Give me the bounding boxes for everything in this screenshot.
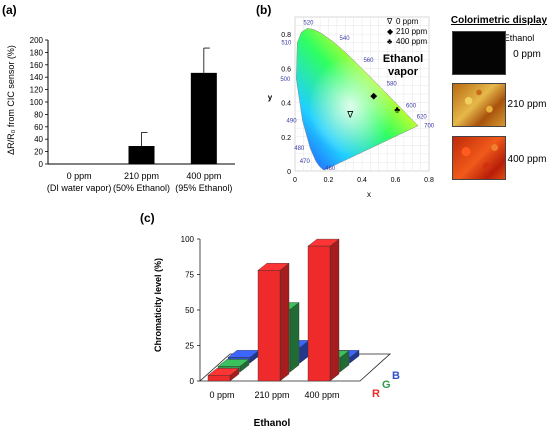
chart-c-ylabel: Chromaticity level (%) xyxy=(153,258,163,352)
chart-c-xlabel: Ethanol xyxy=(254,418,291,429)
chart-a-ytick-label: 180 xyxy=(30,48,44,57)
cie-data-point: ♣ xyxy=(394,104,400,114)
cie-legend-symbol: ♣ xyxy=(387,37,393,46)
cie-ytick-label: 0.2 xyxy=(281,135,291,142)
colorimetric-title: Colorimetric display xyxy=(451,15,548,26)
bar-chart-3d-c: 0 25 50 75 100 0 ppm 210 ppm 400 ppm RGB Chromat… xyxy=(153,235,400,429)
chart-a-category-label: 210 ppm xyxy=(124,171,159,181)
chart-c-bars xyxy=(207,238,360,382)
cie-xtick-label: 0.6 xyxy=(391,177,401,184)
chart-c-category-label: 0 ppm xyxy=(209,390,234,400)
chart-a-ytick-label: 200 xyxy=(30,36,44,45)
panel-label-c: (c) xyxy=(140,211,155,225)
cie-annotation-line1: Ethanol xyxy=(383,53,423,65)
colorimetric-swatch-400ppm xyxy=(452,136,506,180)
cie-wavelength-label: 600 xyxy=(406,103,417,109)
chart-c-ztick-label: 100 xyxy=(181,235,195,244)
cie-wavelength-label: 480 xyxy=(294,146,305,152)
cie-wavelength-label: 470 xyxy=(300,159,311,165)
cie-wavelength-label: 510 xyxy=(281,41,292,47)
cie-xtick-label: 0.4 xyxy=(357,177,367,184)
colorimetric-label-1: 210 ppm xyxy=(508,99,547,110)
chart-c-ztick-label: 50 xyxy=(185,306,194,315)
chart-c-category-label: 400 ppm xyxy=(304,390,339,400)
chart-c-series-label: G xyxy=(382,379,391,391)
chart-c-ztick-label: 25 xyxy=(185,342,194,351)
chart-a-ytick-label: 80 xyxy=(34,110,43,119)
colorimetric-label-0: 0 ppm xyxy=(513,49,541,60)
chart-a-ylabel: ΔR/R₀ from CIC sensor (%) xyxy=(6,45,16,155)
chart-c-axes: 0 25 50 75 100 0 ppm 210 ppm 400 ppm RGB xyxy=(181,235,400,400)
cie-data-point: ∇ xyxy=(346,110,354,120)
chart-a-ytick-label: 60 xyxy=(34,123,43,132)
cie-white-center xyxy=(296,28,419,171)
chart-a-category-sublabel: (DI water vapor) xyxy=(47,183,112,193)
chart-c-ztick-label: 0 xyxy=(190,377,195,386)
chart-a-axes: 0 20 40 60 80 100 120 140 160 180 200 xyxy=(30,36,235,169)
cie-legend-label: 0 ppm xyxy=(396,17,419,26)
cie-annotation-line2: vapor xyxy=(388,66,419,78)
cie-points: ∇ ◆ ♣ xyxy=(346,91,400,120)
cie-wavelength-label: 500 xyxy=(280,77,291,83)
cie-wavelength-label: 580 xyxy=(387,82,398,88)
cie-xlabel: x xyxy=(367,190,371,199)
chart-a-category-sublabel: (50% Ethanol) xyxy=(113,183,170,193)
chart-a-ytick-label: 40 xyxy=(34,135,43,144)
chart-c-bar xyxy=(307,238,340,382)
panel-label-a: (a) xyxy=(2,3,17,17)
cie-data-point: ◆ xyxy=(370,91,377,101)
cie-xtick-label: 0 xyxy=(293,177,297,184)
cie-chart-b: 460470480490500510520540560580600620700 … xyxy=(268,16,435,199)
cie-legend-label: 210 ppm xyxy=(396,27,427,36)
chart-c-ztick-label: 75 xyxy=(185,271,194,280)
colorimetric-label-2: 400 ppm xyxy=(508,154,547,165)
colorimetric-swatch-210ppm xyxy=(452,83,506,127)
cie-wavelength-label: 490 xyxy=(287,119,298,125)
panel-label-b: (b) xyxy=(256,3,271,17)
chart-a-ytick-label: 20 xyxy=(34,148,43,157)
chart-a-ytick-label: 100 xyxy=(30,98,44,107)
chart-a-category-label: 400 ppm xyxy=(186,171,221,181)
chart-c-bar xyxy=(257,262,290,382)
cie-wavelength-label: 620 xyxy=(417,114,428,120)
cie-wavelength-label: 700 xyxy=(424,124,435,130)
colorimetric-swatch-0ppm xyxy=(452,31,506,75)
cie-xtick-label: 0.2 xyxy=(324,177,334,184)
cie-legend-label: 400 ppm xyxy=(396,37,427,46)
cie-legend-symbol: ∇ xyxy=(386,17,393,26)
chart-c-bar xyxy=(207,367,240,382)
bar-chart-a: ΔR/R₀ from CIC sensor (%) 0 20 40 60 80 100 12… xyxy=(6,36,235,193)
cie-ytick-label: 0.4 xyxy=(281,101,291,108)
chart-a-bars: 0 ppm (DI water vapor) 210 ppm (50% Ethanol… xyxy=(47,47,232,193)
chart-c-series-label: R xyxy=(372,388,380,400)
chart-a-ytick-label: 120 xyxy=(30,86,44,95)
cie-wavelength-label: 560 xyxy=(363,58,374,64)
chart-a-bar xyxy=(128,146,155,164)
chart-a-category-sublabel: (95% Ethanol) xyxy=(175,183,232,193)
cie-legend: ∇ 0 ppm◆ 210 ppm♣ 400 ppm xyxy=(386,17,427,46)
cie-ytick-label: 0.6 xyxy=(281,66,291,73)
cie-legend-symbol: ◆ xyxy=(387,27,394,36)
cie-ytick-label: 0.8 xyxy=(281,32,291,39)
cie-xtick-label: 0.8 xyxy=(424,177,434,184)
chart-a-bar xyxy=(190,72,217,164)
chart-c-series-label: B xyxy=(392,370,400,382)
chart-c-floor xyxy=(198,353,392,382)
chart-a-ytick-label: 140 xyxy=(30,73,44,82)
cie-axes: 0 0.2 0.4 0.6 0.8 0 0.2 0.4 0.6 0.8 xyxy=(281,32,434,184)
cie-wavelength-label: 460 xyxy=(325,166,336,172)
chart-a-category-label: 0 ppm xyxy=(67,171,92,181)
cie-wavelength-label: 520 xyxy=(303,20,314,26)
cie-ytick-label: 0 xyxy=(287,169,291,176)
colorimetric-subtitle: Ethanol xyxy=(504,33,535,43)
chart-a-ytick-label: 160 xyxy=(30,61,44,70)
chart-c-category-label: 210 ppm xyxy=(254,390,289,400)
cie-wavelength-label: 540 xyxy=(340,36,351,42)
cie-ylabel: y xyxy=(268,93,273,102)
chart-a-ytick-label: 0 xyxy=(39,160,44,169)
